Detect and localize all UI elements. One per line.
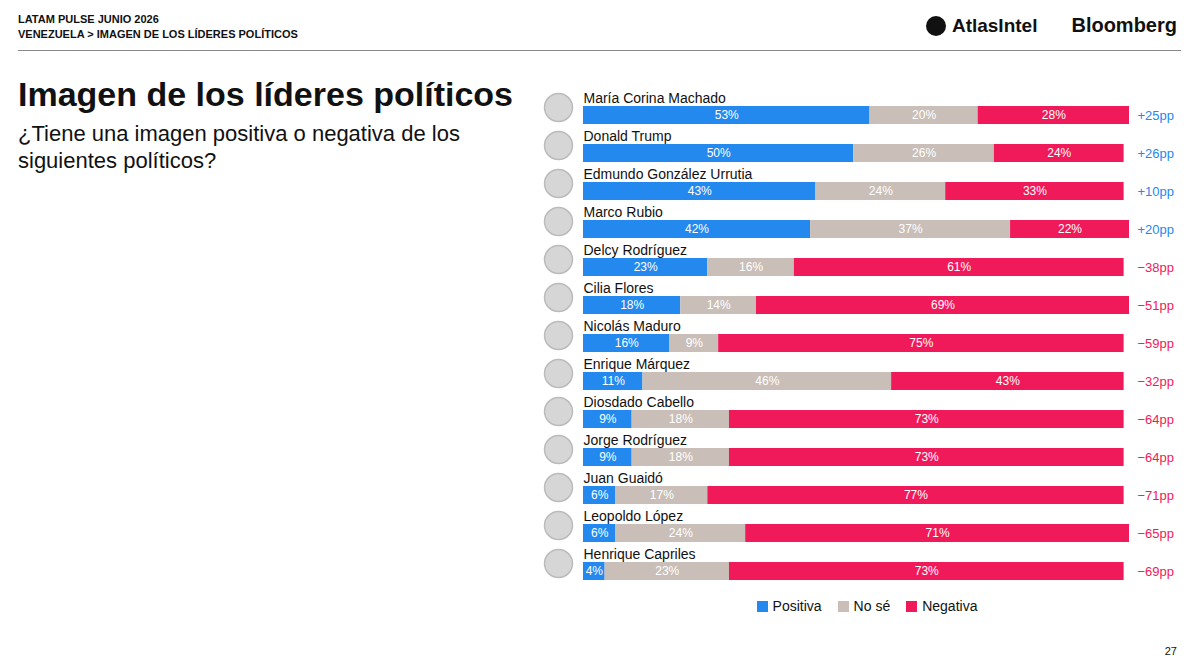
svg-text:24%: 24% — [869, 184, 893, 198]
svg-text:16%: 16% — [739, 260, 763, 274]
svg-text:+25pp: +25pp — [1138, 108, 1175, 123]
svg-text:Delcy Rodríguez: Delcy Rodríguez — [584, 242, 688, 258]
svg-text:−64pp: −64pp — [1138, 412, 1175, 427]
svg-text:11%: 11% — [602, 374, 625, 388]
svg-text:69%: 69% — [931, 298, 955, 312]
svg-text:14%: 14% — [707, 298, 731, 312]
svg-text:6%: 6% — [591, 526, 609, 540]
svg-text:23%: 23% — [655, 564, 679, 578]
svg-text:42%: 42% — [685, 222, 709, 236]
svg-text:+20pp: +20pp — [1138, 222, 1175, 237]
svg-text:43%: 43% — [688, 184, 712, 198]
html-text:Imagen de los líderes político: Imagen de los líderes políticos — [18, 75, 513, 113]
svg-text:Juan Guaidó: Juan Guaidó — [584, 470, 664, 486]
svg-text:Jorge Rodríguez: Jorge Rodríguez — [584, 432, 688, 448]
svg-text:Donald Trump: Donald Trump — [584, 128, 672, 144]
svg-text:18%: 18% — [620, 298, 644, 312]
svg-text:9%: 9% — [599, 450, 617, 464]
svg-text:Edmundo González Urrutia: Edmundo González Urrutia — [584, 166, 753, 182]
svg-text:Leopoldo López: Leopoldo López — [584, 508, 684, 524]
html-text:LATAM PULSE JUNIO 2026: LATAM PULSE JUNIO 2026 — [18, 13, 159, 25]
svg-text:18%: 18% — [669, 450, 693, 464]
svg-text:73%: 73% — [915, 450, 939, 464]
svg-text:33%: 33% — [1023, 184, 1047, 198]
svg-text:Cilia Flores: Cilia Flores — [584, 280, 654, 296]
svg-text:Henrique Capriles: Henrique Capriles — [584, 546, 696, 562]
svg-text:9%: 9% — [599, 412, 617, 426]
html-text:¿Tiene una imagen positiva o n: ¿Tiene una imagen positiva o negativa de… — [18, 121, 460, 173]
svg-text:+10pp: +10pp — [1138, 184, 1175, 199]
svg-text:9%: 9% — [686, 336, 704, 350]
svg-text:4%: 4% — [586, 564, 604, 578]
svg-text:María Corina Machado: María Corina Machado — [584, 90, 727, 106]
html-text:No sé: No sé — [853, 598, 891, 614]
svg-text:24%: 24% — [1047, 146, 1071, 160]
svg-text:−64pp: −64pp — [1138, 450, 1175, 465]
svg-text:Diosdado Cabello: Diosdado Cabello — [584, 394, 695, 410]
svg-text:−38pp: −38pp — [1138, 260, 1175, 275]
svg-text:−32pp: −32pp — [1138, 374, 1175, 389]
svg-text:20%: 20% — [912, 108, 936, 122]
svg-text:73%: 73% — [915, 564, 939, 578]
html-text:VENEZUELA > IMAGEN DE LOS LÍDE: VENEZUELA > IMAGEN DE LOS LÍDERES POLÍTI… — [18, 28, 298, 40]
svg-text:37%: 37% — [899, 222, 923, 236]
html-text:Positiva: Positiva — [772, 598, 822, 614]
svg-text:43%: 43% — [996, 374, 1020, 388]
svg-text:−51pp: −51pp — [1138, 298, 1175, 313]
html-text:Bloomberg: Bloomberg — [1071, 14, 1177, 36]
html-text:27: 27 — [1164, 645, 1177, 657]
svg-text:71%: 71% — [926, 526, 950, 540]
svg-text:18%: 18% — [669, 412, 693, 426]
svg-text:23%: 23% — [634, 260, 658, 274]
svg-text:75%: 75% — [909, 336, 933, 350]
svg-text:46%: 46% — [755, 374, 779, 388]
svg-text:−59pp: −59pp — [1138, 336, 1175, 351]
svg-text:Marco Rubio: Marco Rubio — [584, 204, 664, 220]
svg-text:+26pp: +26pp — [1138, 146, 1175, 161]
svg-text:77%: 77% — [904, 488, 928, 502]
svg-text:−71pp: −71pp — [1138, 488, 1175, 503]
svg-text:50%: 50% — [707, 146, 731, 160]
svg-text:28%: 28% — [1042, 108, 1066, 122]
svg-text:61%: 61% — [947, 260, 971, 274]
svg-text:Nicolás Maduro: Nicolás Maduro — [584, 318, 681, 334]
svg-text:26%: 26% — [912, 146, 936, 160]
svg-text:Enrique Márquez: Enrique Márquez — [584, 356, 691, 372]
svg-text:24%: 24% — [669, 526, 693, 540]
html-text:Negativa: Negativa — [922, 598, 978, 614]
svg-text:16%: 16% — [615, 336, 639, 350]
svg-text:6%: 6% — [591, 488, 609, 502]
svg-text:53%: 53% — [715, 108, 739, 122]
svg-text:73%: 73% — [915, 412, 939, 426]
html-text:AtlasIntel: AtlasIntel — [951, 14, 1038, 36]
svg-text:22%: 22% — [1058, 222, 1082, 236]
svg-text:−65pp: −65pp — [1138, 526, 1175, 541]
svg-text:−69pp: −69pp — [1138, 564, 1175, 579]
svg-text:17%: 17% — [650, 488, 674, 502]
